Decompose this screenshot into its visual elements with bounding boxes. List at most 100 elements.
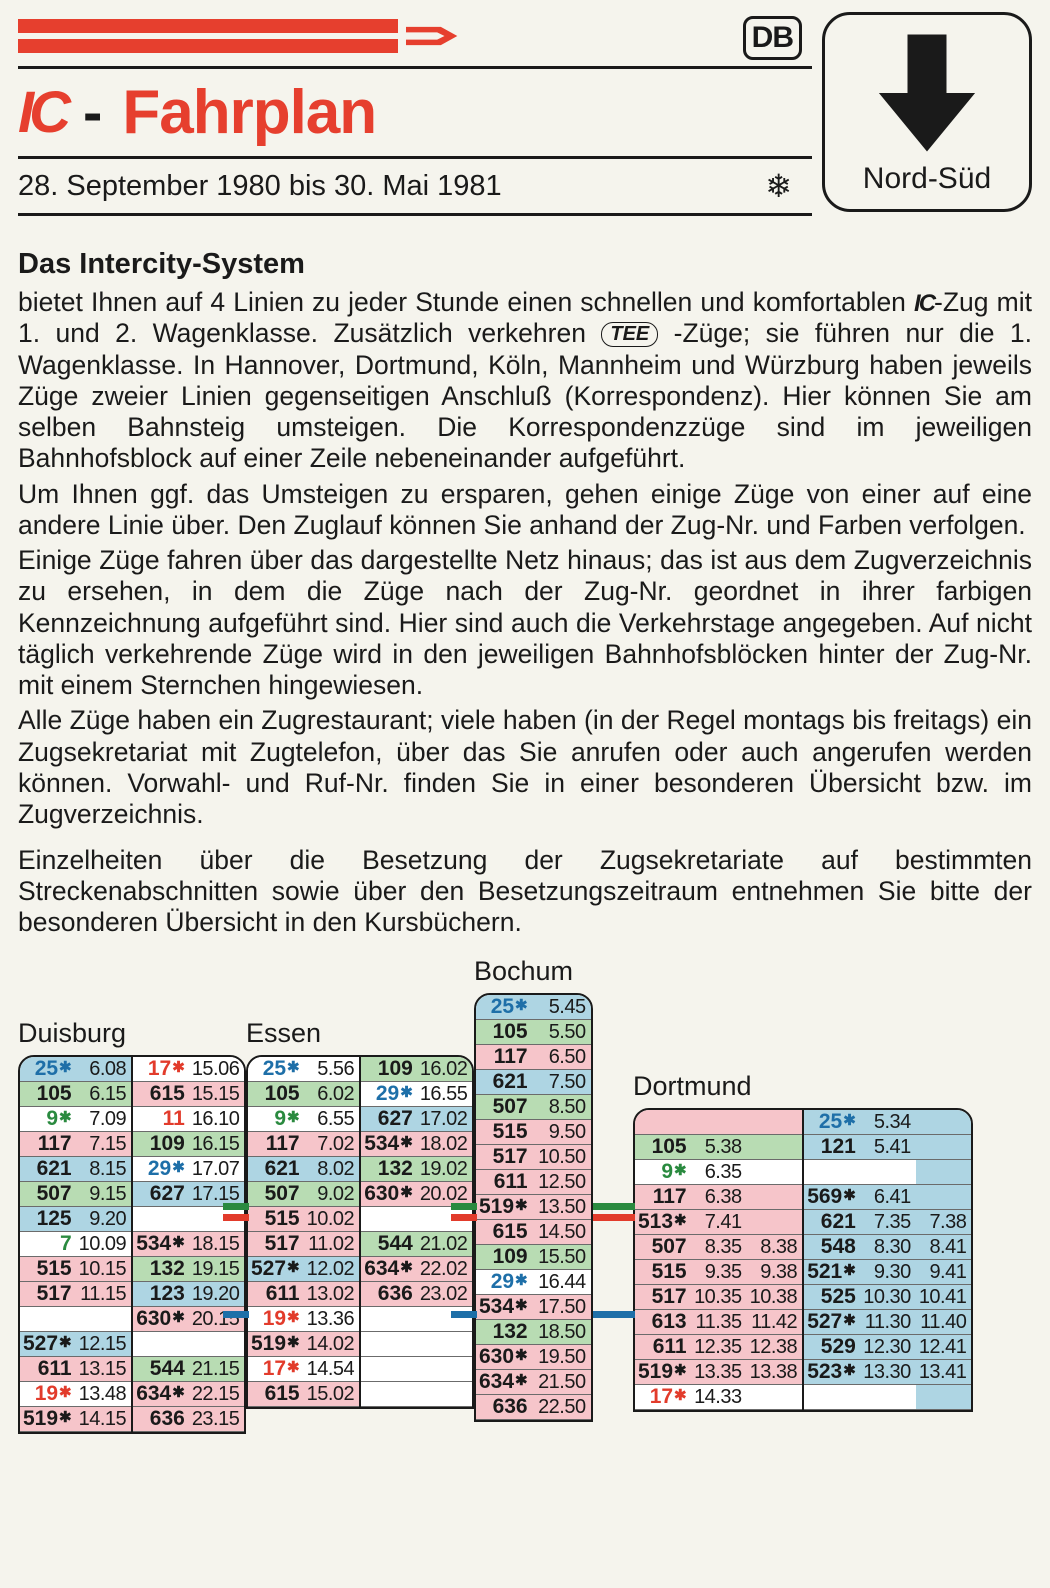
table-row: 51711.1512319.20 <box>20 1282 244 1307</box>
page-title: Fahrplan <box>122 77 376 148</box>
table-row: 519✱13.50 <box>476 1195 591 1220</box>
table-row: 519✱14.02 <box>248 1332 472 1357</box>
connector-stripe <box>223 1214 249 1221</box>
table-row: 519✱14.1563623.15 <box>20 1407 244 1432</box>
table-row: 1176.50 <box>476 1045 591 1070</box>
header-row: DB IC - Fahrplan 28. September 1980 bis … <box>18 12 1032 216</box>
table-row: 5079.1562717.15 <box>20 1182 244 1207</box>
table-row: 5159.50 <box>476 1120 591 1145</box>
table-row: 51711.0254421.02 <box>248 1232 472 1257</box>
table-row: 5159.359.38521✱9.309.41 <box>635 1260 971 1285</box>
table-row: 513✱7.416217.357.38 <box>635 1210 971 1235</box>
date-line: 28. September 1980 bis 30. Mai 1981 ❄ <box>18 159 812 207</box>
title-dash: - <box>83 79 102 146</box>
train-icon <box>406 16 461 56</box>
direction-box: Nord-Süd <box>822 12 1032 212</box>
table-row: 5078.358.385488.308.41 <box>635 1235 971 1260</box>
table-row: 25✱5.5610916.02 <box>248 1057 472 1082</box>
table-row: 630✱20.15 <box>20 1307 244 1332</box>
table-row: 51710.3510.3852510.3010.41 <box>635 1285 971 1310</box>
table-row: 19✱13.36 <box>248 1307 472 1332</box>
table-row: 1055.50 <box>476 1020 591 1045</box>
station-block: 25✱5.5610916.021056.0229✱16.559✱6.556271… <box>246 1055 474 1409</box>
connector-stripe <box>593 1311 635 1318</box>
table-row: 9✱6.5562717.02 <box>248 1107 472 1132</box>
table-row: 19✱13.48634✱22.15 <box>20 1382 244 1407</box>
table-row: 1177.02534✱18.02 <box>248 1132 472 1157</box>
tee-inline-icon: TEE <box>601 322 658 347</box>
table-row: 51510.1513219.15 <box>20 1257 244 1282</box>
table-row: 25✱5.34 <box>635 1110 971 1135</box>
table-row: 61515.02 <box>248 1382 472 1407</box>
table-row: 61514.50 <box>476 1220 591 1245</box>
table-row: 527✱12.02634✱22.02 <box>248 1257 472 1282</box>
table-row: 25✱6.0817✱15.06 <box>20 1057 244 1082</box>
table-row: 710.09534✱18.15 <box>20 1232 244 1257</box>
station-block: 25✱5.451055.501176.506217.505078.505159.… <box>474 993 593 1422</box>
connector-stripe <box>593 1203 635 1210</box>
header-left: DB IC - Fahrplan 28. September 1980 bis … <box>18 12 812 216</box>
table-row: 61113.0263623.02 <box>248 1282 472 1307</box>
table-row: 6218.0213219.02 <box>248 1157 472 1182</box>
arrow-down-icon <box>862 28 992 158</box>
table-row: 61112.50 <box>476 1170 591 1195</box>
station-bochum: Bochum 25✱5.451055.501176.506217.505078.… <box>474 956 593 1422</box>
table-row: 1056.1561515.15 <box>20 1082 244 1107</box>
paragraph-4: Alle Züge haben ein Zugrestaurant; viele… <box>18 705 1032 830</box>
table-row: 61112.3512.3852912.3012.41 <box>635 1335 971 1360</box>
table-row: 1055.381215.41 <box>635 1135 971 1160</box>
table-row: 5078.50 <box>476 1095 591 1120</box>
station-dortmund: Dortmund 25✱5.341055.381215.419✱6.351176… <box>633 1071 973 1412</box>
connector-stripe <box>451 1311 477 1318</box>
connector-stripe <box>223 1203 249 1210</box>
title-line: IC - Fahrplan <box>18 66 812 159</box>
table-row: 527✱12.15 <box>20 1332 244 1357</box>
paragraph-2: Um Ihnen ggf. das Umsteigen zu ersparen,… <box>18 479 1032 542</box>
table-row: 51710.50 <box>476 1145 591 1170</box>
station-title: Essen <box>246 1018 474 1049</box>
station-block: 25✱6.0817✱15.061056.1561515.159✱7.091116… <box>18 1055 246 1434</box>
ic-logo: IC <box>18 79 63 146</box>
table-row: 17✱14.54 <box>248 1357 472 1382</box>
direction-label: Nord-Süd <box>863 162 991 196</box>
table-row: 9✱6.35 <box>635 1160 971 1185</box>
table-row: 630✱19.50 <box>476 1345 591 1370</box>
table-row: 6217.50 <box>476 1070 591 1095</box>
section-title: Das Intercity-System <box>18 248 1032 281</box>
table-row: 1056.0229✱16.55 <box>248 1082 472 1107</box>
table-row: 6218.1529✱17.07 <box>20 1157 244 1182</box>
station-duisburg: Duisburg 25✱6.0817✱15.061056.1561515.159… <box>18 1018 246 1434</box>
table-row: 25✱5.45 <box>476 995 591 1020</box>
connector-stripe <box>593 1214 635 1221</box>
table-row: 51510.02 <box>248 1207 472 1232</box>
connector-stripe <box>451 1214 477 1221</box>
station-title: Dortmund <box>633 1071 973 1102</box>
table-row: 1259.20 <box>20 1207 244 1232</box>
ic-inline-icon: IC <box>914 290 934 317</box>
table-row: 534✱17.50 <box>476 1295 591 1320</box>
connector-stripe <box>223 1311 249 1318</box>
paragraph-5: Einzelheiten über die Besetzung der Zugs… <box>18 845 1032 939</box>
table-row: 1177.1510916.15 <box>20 1132 244 1157</box>
table-row: 29✱16.44 <box>476 1270 591 1295</box>
db-logo: DB <box>743 16 802 60</box>
snowflake-icon: ❄ <box>765 167 792 205</box>
train-bars: DB <box>18 12 812 60</box>
paragraph-3: Einige Züge fahren über das dargestellte… <box>18 545 1032 701</box>
table-row: 61113.1554421.15 <box>20 1357 244 1382</box>
date-range: 28. September 1980 bis 30. Mai 1981 <box>18 170 502 203</box>
station-block: 25✱5.341055.381215.419✱6.351176.38569✱6.… <box>633 1108 973 1412</box>
table-row: 13218.50 <box>476 1320 591 1345</box>
stations-area: Bochum 25✱5.451055.501176.506217.505078.… <box>18 956 1032 1576</box>
table-row: 634✱21.50 <box>476 1370 591 1395</box>
station-title: Bochum <box>474 956 593 987</box>
table-row: 10915.50 <box>476 1245 591 1270</box>
body-text: bietet Ihnen auf 4 Linien zu jeder Stund… <box>18 287 1032 938</box>
table-row: 17✱14.33 <box>635 1385 971 1410</box>
station-essen: Essen 25✱5.5610916.021056.0229✱16.559✱6.… <box>246 1018 474 1409</box>
station-title: Duisburg <box>18 1018 246 1049</box>
table-row: 61311.3511.42527✱11.3011.40 <box>635 1310 971 1335</box>
table-row: 9✱7.091116.10 <box>20 1107 244 1132</box>
connector-stripe <box>451 1203 477 1210</box>
table-row: 5079.02630✱20.02 <box>248 1182 472 1207</box>
